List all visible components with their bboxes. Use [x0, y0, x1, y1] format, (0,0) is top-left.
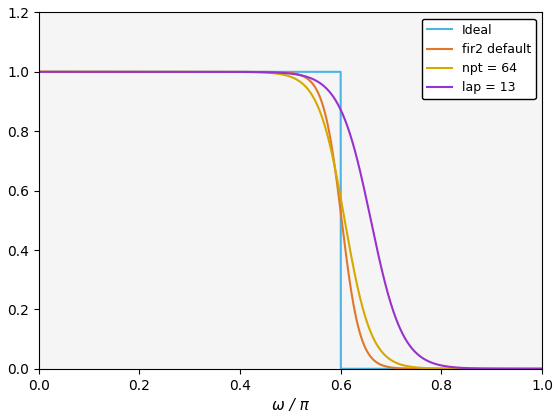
fir2 default [227, 69, 234, 74]
lap = 13 [411, 349, 418, 354]
Line: Ideal: Ideal [39, 72, 542, 369]
Line: fir2 default: fir2 default [39, 72, 542, 369]
lap = 13 [449, 365, 456, 370]
lap = 13 [337, 107, 344, 112]
Ideal [363, 366, 370, 371]
Ideal [227, 69, 234, 74]
lap = 13 [35, 69, 42, 74]
Ideal [449, 366, 456, 371]
lap = 13 [539, 366, 545, 371]
npt = 64 [227, 69, 234, 74]
Legend: Ideal, fir2 default, npt = 64, lap = 13: Ideal, fir2 default, npt = 64, lap = 13 [422, 19, 536, 100]
Ideal [127, 69, 133, 74]
X-axis label: ω / π: ω / π [272, 398, 309, 413]
fir2 default [363, 347, 370, 352]
Ideal [338, 366, 344, 371]
npt = 64 [539, 366, 545, 371]
npt = 64 [363, 317, 370, 322]
fir2 default [411, 366, 418, 371]
Line: lap = 13: lap = 13 [39, 72, 542, 369]
fir2 default [35, 69, 42, 74]
npt = 64 [337, 194, 344, 200]
Ideal [539, 366, 545, 371]
Ideal [411, 366, 418, 371]
lap = 13 [127, 69, 133, 74]
fir2 default [127, 69, 133, 74]
lap = 13 [363, 195, 370, 200]
npt = 64 [411, 365, 418, 370]
Line: npt = 64: npt = 64 [39, 72, 542, 369]
npt = 64 [35, 69, 42, 74]
npt = 64 [449, 366, 456, 371]
lap = 13 [227, 69, 234, 74]
fir2 default [449, 366, 456, 371]
Ideal [337, 69, 344, 74]
npt = 64 [127, 69, 133, 74]
Ideal [35, 69, 42, 74]
fir2 default [539, 366, 545, 371]
fir2 default [337, 208, 344, 213]
